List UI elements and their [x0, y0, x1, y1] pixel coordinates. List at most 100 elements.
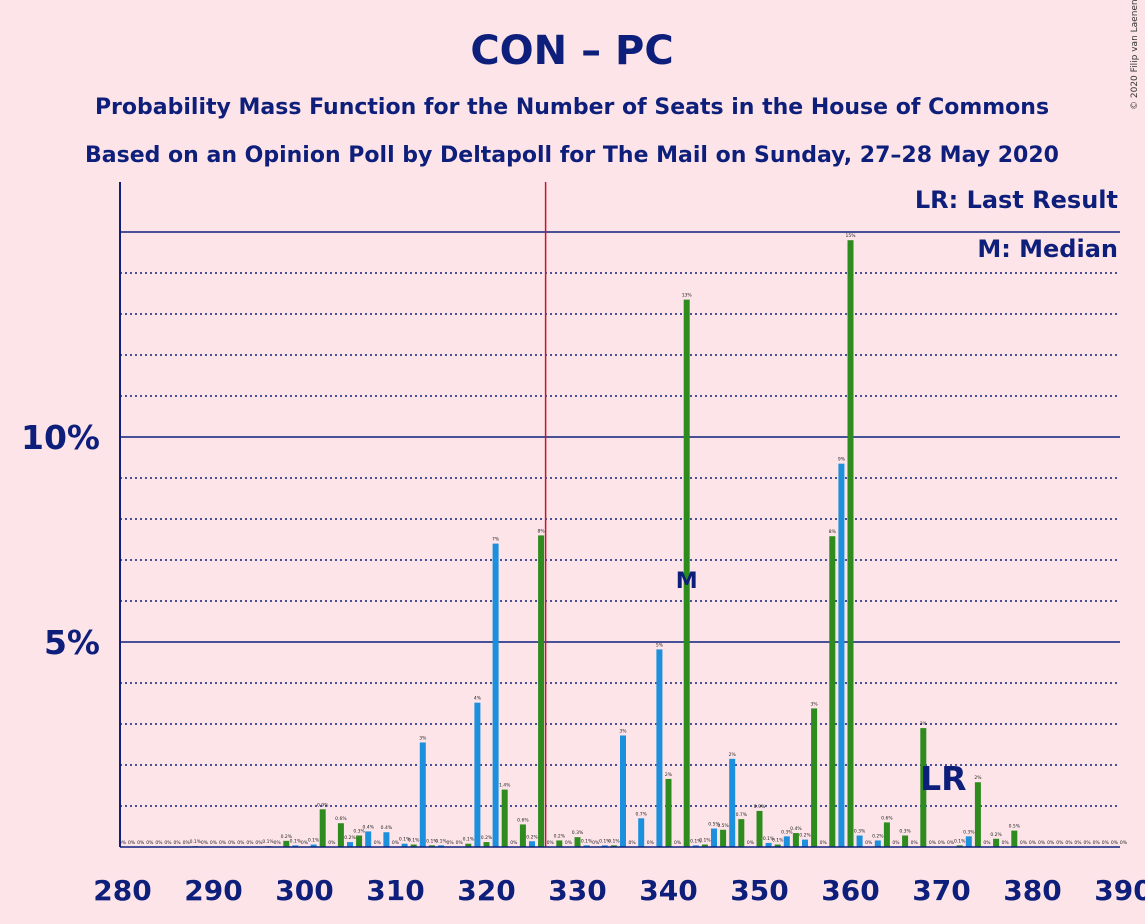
bar-label-314: 0.1% [426, 838, 438, 844]
bar-label-283: 0% [146, 840, 154, 846]
bar-label-321: 7% [492, 537, 500, 543]
bar-label-315: 0.1% [435, 838, 447, 844]
bar-345 [711, 828, 717, 847]
legend-last-result: LR: Last Result [915, 186, 1118, 214]
bar-label-368: 3% [920, 721, 928, 727]
bar-333 [601, 845, 608, 847]
bar-label-353: 0.3% [781, 829, 793, 835]
bar-label-387: 0% [1093, 840, 1101, 846]
bar-label-359: 9% [838, 457, 846, 463]
x-tick-340: 340 [639, 874, 697, 907]
bar-label-388: 0% [1102, 840, 1110, 846]
bar-328 [556, 840, 563, 847]
bar-label-362: 0% [865, 840, 873, 846]
bar-label-346: 0.5% [717, 823, 729, 829]
copyright-note: © 2020 Filip van Laenen [1130, 0, 1140, 110]
bar-label-389: 0% [1111, 840, 1119, 846]
bar-series [192, 240, 1018, 847]
bar-372 [956, 845, 963, 847]
x-tick-320: 320 [457, 874, 515, 907]
bar-label-330: 0.3% [572, 830, 584, 836]
bar-label-295: 0% [255, 840, 263, 846]
x-tick-360: 360 [821, 874, 879, 907]
bar-label-381: 0% [1038, 840, 1046, 846]
bar-label-289: 0% [201, 840, 209, 846]
bar-label-325: 0.2% [526, 834, 538, 840]
bar-label-333: 0.1% [599, 838, 611, 844]
axes [119, 182, 1120, 848]
bar-label-299: 0.1% [290, 838, 302, 844]
bar-label-331: 0.1% [581, 838, 593, 844]
bar-label-341: 0% [674, 840, 682, 846]
bar-label-385: 0% [1074, 840, 1082, 846]
bar-label-328: 0.2% [554, 833, 566, 839]
bar-label-293: 0% [237, 840, 245, 846]
median-marker: M [676, 569, 698, 594]
bar-label-373: 0.3% [963, 829, 975, 835]
legend-median: M: Median [977, 235, 1118, 263]
bar-322 [501, 789, 508, 847]
bar-358 [829, 536, 836, 847]
bar-label-380: 0% [1029, 840, 1037, 846]
chart-subtitle-poll: Based on an Opinion Poll by Deltapoll fo… [85, 143, 1059, 168]
bar-label-312: 0.1% [408, 838, 420, 844]
bar-label-349: 0% [747, 840, 755, 846]
bar-360 [847, 240, 854, 847]
bar-label-340: 2% [665, 772, 673, 778]
bar-label-292: 0% [228, 840, 236, 846]
bar-320 [483, 842, 490, 847]
bar-378 [1011, 830, 1018, 847]
bar-label-367: 0% [911, 840, 919, 846]
markers: M LR [676, 569, 967, 798]
bar-label-356: 3% [811, 701, 819, 707]
last-result-marker: LR [920, 759, 966, 798]
bar-label-379: 0% [1020, 840, 1028, 846]
bar-label-301: 0.1% [308, 838, 320, 844]
bar-347 [729, 758, 736, 847]
bar-value-labels: 0% 0% 0% 0% 0% 0% 0% 0% 0.1% 0% 0% 0% 0% 0% 0% 0% 0.1% 0%… [119, 233, 1128, 846]
bar-label-294: 0% [246, 840, 254, 846]
bar-352 [774, 844, 781, 847]
bar-318 [465, 843, 472, 847]
bar-label-332: 0% [592, 840, 600, 846]
bar-314 [428, 845, 435, 847]
bar-374 [974, 782, 981, 847]
x-tick-310: 310 [366, 874, 424, 907]
bar-label-282: 0% [137, 840, 145, 846]
bar-356 [811, 708, 818, 847]
bar-364 [883, 822, 890, 847]
x-tick-370: 370 [912, 874, 970, 907]
bar-313 [419, 742, 426, 847]
bar-label-329: 0% [565, 840, 573, 846]
bar-302 [319, 809, 326, 847]
bar-label-309: 0.4% [381, 825, 393, 831]
bar-label-290: 0% [210, 840, 218, 846]
bar-label-357: 0% [820, 840, 828, 846]
bar-359 [838, 463, 845, 847]
bar-label-351: 0.1% [763, 836, 775, 842]
bar-331 [583, 845, 590, 847]
bar-label-366: 0.3% [899, 829, 911, 835]
bar-label-280: 0% [119, 840, 127, 846]
chart-subtitle: Probability Mass Function for the Number… [95, 95, 1049, 120]
bar-label-383: 0% [1056, 840, 1064, 846]
bar-label-354: 0.4% [790, 826, 802, 832]
bar-330 [574, 837, 581, 847]
bar-label-334: 0.1% [608, 838, 620, 844]
bar-label-317: 0% [456, 840, 464, 846]
bar-339 [656, 649, 663, 847]
bar-label-303: 0% [328, 840, 336, 846]
bar-label-327: 0% [547, 840, 555, 846]
x-tick-390: 390 [1094, 874, 1145, 907]
bar-351 [765, 842, 772, 847]
bar-label-382: 0% [1047, 840, 1055, 846]
bar-label-308: 0% [374, 840, 382, 846]
bar-label-302: 0.9% [317, 802, 329, 808]
bar-label-336: 0% [629, 840, 637, 846]
bar-label-322: 1.4% [499, 783, 511, 789]
bar-label-339: 5% [656, 642, 664, 648]
x-tick-290: 290 [184, 874, 242, 907]
bar-label-338: 0% [647, 840, 655, 846]
bar-label-372: 0.1% [954, 838, 966, 844]
